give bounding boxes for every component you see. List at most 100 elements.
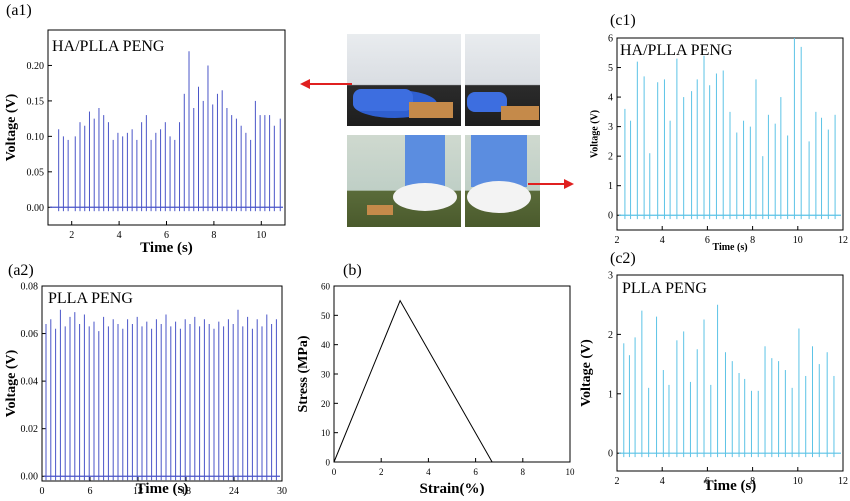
c2-xtick-label-5: 12 <box>838 476 848 487</box>
b-xtick-label-1: 2 <box>379 467 384 477</box>
photo-hand-press-2 <box>465 34 540 126</box>
a1-ytick-label-0: 0.00 <box>27 203 45 214</box>
a1-ytick-label-3: 0.15 <box>27 96 45 107</box>
a2-xtick-label-2: 12 <box>133 486 143 496</box>
a2-ytick-label-3: 0.06 <box>21 329 39 340</box>
a2-ytick-label-1: 0.02 <box>21 424 39 435</box>
a1-xtick-label-1: 4 <box>117 230 122 241</box>
a2-ytick-label-0: 0.00 <box>21 472 39 483</box>
a2-xtick-label-5: 30 <box>277 486 287 496</box>
a2-xlabel: Time (s) <box>136 481 189 496</box>
b-plot-frame <box>333 285 571 463</box>
a1-xtick-label-2: 6 <box>164 230 169 241</box>
b-xtick-label-5: 10 <box>566 467 576 477</box>
a2-xtick-label-1: 6 <box>88 486 93 496</box>
c2-xtick-label-0: 2 <box>615 476 620 487</box>
panel-label-b: (b) <box>343 262 362 279</box>
photo-foot-step-2 <box>465 135 540 227</box>
chart-a1: 2 4 6 8 10 0.00 0.05 0.10 0.15 0.20 Time (s) Voltag… <box>0 0 300 260</box>
c2-ylabel: Voltage (V) <box>579 339 594 407</box>
a1-ytick-label-1: 0.05 <box>27 167 45 178</box>
c1-ytick-label-0: 0 <box>608 211 613 222</box>
annotation-a1: HA/PLLA PENG <box>52 38 165 55</box>
c1-ytick-label-1: 1 <box>608 181 613 192</box>
b-ytick-label-5: 50 <box>321 311 331 321</box>
c2-plot-frame <box>616 274 844 472</box>
c2-xtick-label-3: 8 <box>750 476 755 487</box>
b-xtick-label-0: 0 <box>332 467 337 477</box>
b-ytick-label-1: 10 <box>321 428 331 438</box>
panel-label-a2: (a2) <box>8 262 34 279</box>
chart-c2: 2 4 6 8 10 12 0 1 2 3 Time (s) Voltage (V) <box>575 255 850 496</box>
b-ylabel: Stress (MPa) <box>296 335 311 412</box>
a2-ylabel: Voltage (V) <box>4 349 19 417</box>
c1-plot-frame <box>616 37 844 231</box>
c2-ytick-label-3: 3 <box>608 271 613 282</box>
c1-xlabel: Time (s) <box>712 242 747 253</box>
b-ytick-label-4: 40 <box>321 340 331 350</box>
c2-xtick-label-2: 6 <box>705 476 710 487</box>
shoe-drawing-1 <box>367 135 457 215</box>
red-arrow-left <box>300 79 352 89</box>
b-xlabel: Strain(%) <box>420 481 485 496</box>
chart-b: 0 2 4 6 8 10 0 10 20 30 40 50 60 Strain(%) Stress (MPa… <box>290 260 590 498</box>
a2-plot-frame <box>41 285 283 482</box>
b-ytick-label-2: 20 <box>321 399 331 409</box>
a1-ylabel: Voltage (V) <box>4 93 19 161</box>
b-ytick-label-6: 60 <box>321 282 331 292</box>
c1-ytick-label-5: 5 <box>608 63 613 74</box>
a1-ytick-label-4: 0.20 <box>27 61 45 72</box>
shoe-drawing-2 <box>467 135 531 213</box>
c1-xtick-label-1: 4 <box>660 235 665 246</box>
a2-xtick-label-4: 24 <box>229 486 239 496</box>
panel-label-c2: (c2) <box>610 250 636 267</box>
a1-ytick-label-2: 0.10 <box>27 132 45 143</box>
a2-xtick-label-3: 18 <box>181 486 191 496</box>
a1-xtick-label-3: 8 <box>211 230 216 241</box>
c1-xtick-label-3: 8 <box>750 235 755 246</box>
a1-xtick-label-0: 2 <box>69 230 74 241</box>
chart-a1-svg: 2 4 6 8 10 0.00 0.05 0.10 0.15 0.20 Time (s) Voltag… <box>4 29 286 256</box>
c2-xtick-label-4: 10 <box>793 476 803 487</box>
panel-label-a1: (a1) <box>6 2 32 19</box>
b-xtick-label-4: 8 <box>521 467 526 477</box>
b-ytick-label-3: 30 <box>321 370 331 380</box>
panel-label-c1: (c1) <box>610 12 636 29</box>
c1-xtick-label-0: 2 <box>615 235 620 246</box>
a1-xtick-label-4: 10 <box>256 230 266 241</box>
chart-b-svg: 0 2 4 6 8 10 0 10 20 30 40 50 60 Strain(%) Stress (MPa… <box>296 282 576 498</box>
c2-ytick-label-2: 2 <box>608 330 613 341</box>
c1-ytick-label-6: 6 <box>608 34 613 45</box>
c2-ytick-label-0: 0 <box>608 449 613 460</box>
photo-foot-step-1 <box>347 135 461 227</box>
hand-glove-drawing-2 <box>467 92 539 120</box>
a2-ytick-label-2: 0.04 <box>21 377 39 388</box>
c1-xtick-label-5: 12 <box>838 235 848 246</box>
a2-ytick-label-4: 0.08 <box>21 282 39 293</box>
c2-xlabel: Time (s) <box>704 478 757 494</box>
chart-a2-svg: 0 6 12 18 24 30 0.00 0.02 0.04 0.06 0.08 Time (s) Vo… <box>4 282 287 498</box>
annotation-c2: PLLA PENG <box>622 280 707 297</box>
photo-hand-press-1 <box>347 34 461 126</box>
a1-plot-frame <box>47 29 286 226</box>
c1-xtick-label-2: 6 <box>705 235 710 246</box>
annotation-c1: HA/PLLA PENG <box>620 42 733 59</box>
c1-xtick-label-4: 10 <box>793 235 803 246</box>
c2-xtick-label-1: 4 <box>660 476 665 487</box>
b-series-line <box>333 299 493 463</box>
a1-xlabel: Time (s) <box>140 240 193 256</box>
annotation-a2: PLLA PENG <box>48 290 133 307</box>
c1-ylabel: Voltage (V) <box>589 110 600 158</box>
c2-ytick-label-1: 1 <box>608 389 613 400</box>
a2-xtick-label-0: 0 <box>40 486 45 496</box>
chart-c1: 2 4 6 8 10 12 0 1 2 3 4 5 6 Time (s) Voltage (V) <box>575 0 850 255</box>
c1-ytick-label-3: 3 <box>608 122 613 133</box>
c1-ytick-label-4: 4 <box>608 93 613 104</box>
chart-a2: 0 6 12 18 24 30 0.00 0.02 0.04 0.06 0.08 Time (s) Vo… <box>0 260 300 498</box>
c1-ytick-label-2: 2 <box>608 152 613 163</box>
b-ytick-label-0: 0 <box>326 458 331 468</box>
b-xtick-label-3: 6 <box>473 467 478 477</box>
b-xtick-label-2: 4 <box>426 467 431 477</box>
